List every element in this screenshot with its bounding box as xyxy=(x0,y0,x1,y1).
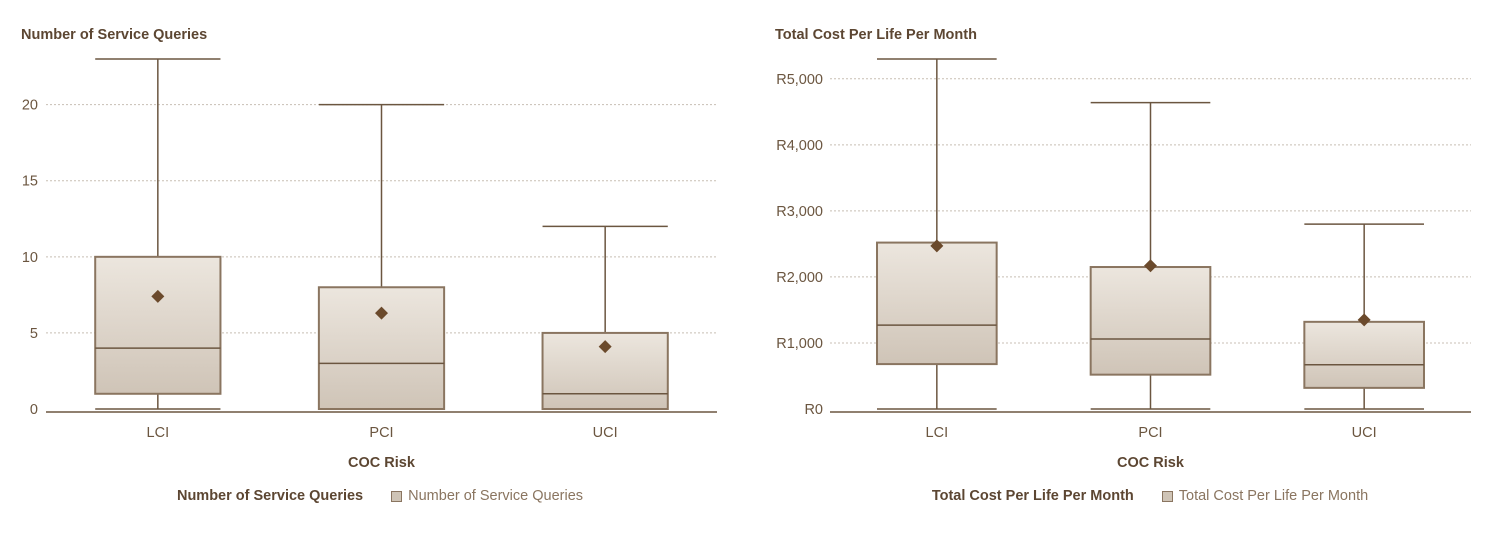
legend-swatch[interactable] xyxy=(1161,490,1173,502)
y-tick-label: R0 xyxy=(804,402,823,418)
iqr-box xyxy=(876,241,998,366)
x-tick-label: LCI xyxy=(926,425,949,441)
chart-panel-service-queries: Number of Service Queries 0 5 10 15 20 LCI PCI… xyxy=(0,0,740,550)
legend-title: Total Cost Per Life Per Month xyxy=(931,488,1134,504)
y-tick-label: R5,000 xyxy=(776,72,823,88)
x-axis-title: COC Risk xyxy=(1117,455,1185,471)
boxplot-total-cost: R0 R1,000 R2,000 R3,000 R4,000 R5,000 LCI PCI UC… xyxy=(776,58,1471,471)
y-tick-label: 20 xyxy=(22,98,38,114)
box-uci xyxy=(541,225,669,411)
legend: Total Cost Per Life Per Month Total Cost… xyxy=(750,488,1499,504)
boxplot-service-queries: 0 5 10 15 20 LCI PCI UCI COC Risk xyxy=(22,58,717,471)
mean-marker xyxy=(375,306,388,320)
y-tick-label: R4,000 xyxy=(776,138,823,154)
legend-label[interactable]: Number of Service Queries xyxy=(408,488,584,504)
y-tick-label: 10 xyxy=(22,250,38,266)
iqr-box xyxy=(1303,320,1425,389)
box-pci xyxy=(317,103,446,410)
iqr-box xyxy=(1089,266,1212,376)
y-tick-label: R2,000 xyxy=(776,270,823,286)
legend-swatch[interactable] xyxy=(391,490,403,502)
y-tick-label: 15 xyxy=(22,174,38,190)
mean-marker xyxy=(1357,313,1371,327)
legend-label[interactable]: Total Cost Per Life Per Month xyxy=(1178,488,1369,504)
box-lci xyxy=(94,58,222,410)
chart-title: Number of Service Queries xyxy=(21,27,208,43)
x-tick-label: PCI xyxy=(369,425,393,441)
legend-title: Number of Service Queries xyxy=(176,488,364,504)
y-tick-label: 0 xyxy=(30,402,38,418)
box-pci xyxy=(1089,101,1212,410)
mean-marker xyxy=(598,340,612,354)
box-uci xyxy=(1303,223,1425,410)
mean-marker xyxy=(151,289,165,303)
y-tick-label: R1,000 xyxy=(776,336,823,352)
x-axis-title: COC Risk xyxy=(348,455,416,471)
iqr-box xyxy=(94,255,222,395)
chart-panel-total-cost: Total Cost Per Life Per Month R0 R1,000 R2… xyxy=(750,0,1499,550)
y-tick-label: R3,000 xyxy=(776,204,823,220)
mean-marker xyxy=(930,239,944,253)
iqr-box xyxy=(541,331,669,411)
x-tick-label: LCI xyxy=(147,425,170,441)
iqr-box xyxy=(317,286,446,410)
mean-marker xyxy=(1144,259,1157,273)
legend: Number of Service Queries Number of Serv… xyxy=(0,488,760,504)
box-lci xyxy=(876,58,998,410)
x-tick-label: UCI xyxy=(1352,425,1377,441)
x-tick-label: PCI xyxy=(1138,425,1162,441)
y-tick-label: 5 xyxy=(30,326,38,342)
chart-title: Total Cost Per Life Per Month xyxy=(775,27,977,43)
x-tick-label: UCI xyxy=(593,425,618,441)
